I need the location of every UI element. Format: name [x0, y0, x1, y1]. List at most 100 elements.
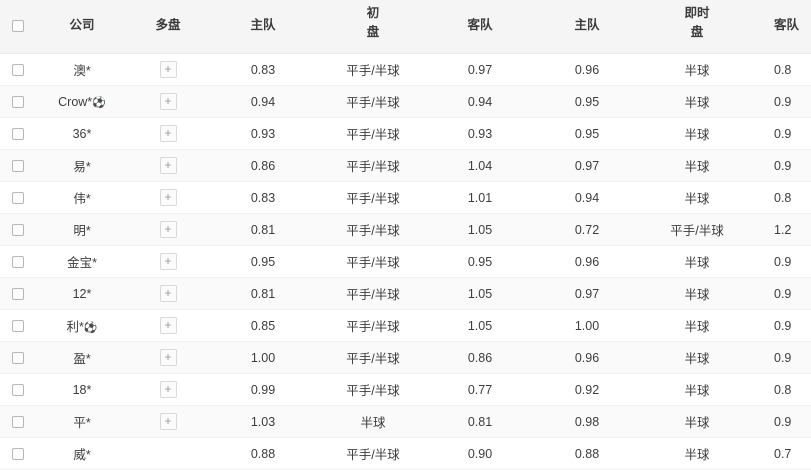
multi-handicap-header[interactable]: 多盘	[128, 0, 208, 54]
initial-home-odds: 1.00	[208, 341, 318, 374]
multi-handicap-cell[interactable]: +	[128, 309, 208, 342]
table-row[interactable]: Crow*⚽ +0.94 平手/半球 0.94 0.95 半球 0.9	[0, 85, 811, 118]
table-row[interactable]: 18* +0.99 平手/半球 0.77 0.92 半球 0.8	[0, 373, 811, 406]
multi-handicap-cell[interactable]: +	[128, 277, 208, 310]
row-select-cell[interactable]	[0, 53, 36, 86]
table-row[interactable]: 易* +0.86 平手/半球 1.04 0.97 半球 0.9	[0, 149, 811, 182]
multi-handicap-cell[interactable]: +	[128, 181, 208, 214]
live-handicap-value: 半球	[642, 405, 752, 438]
table-row[interactable]: 平* +1.03 半球 0.81 0.98 半球 0.9	[0, 405, 811, 438]
row-select-cell[interactable]	[0, 245, 36, 278]
table-row[interactable]: 利*⚽ +0.85 平手/半球 1.05 1.00 半球 0.9	[0, 309, 811, 342]
row-checkbox[interactable]	[12, 224, 24, 237]
expand-plus-icon[interactable]: +	[159, 413, 177, 430]
table-row[interactable]: 盈* +1.00 平手/半球 0.86 0.96 半球 0.9	[0, 341, 811, 374]
select-all-checkbox[interactable]	[12, 20, 24, 33]
row-select-cell[interactable]	[0, 405, 36, 438]
expand-plus-icon[interactable]: +	[159, 221, 177, 238]
multi-handicap-cell[interactable]: +	[128, 405, 208, 438]
table-row[interactable]: 36* +0.93 平手/半球 0.93 0.95 半球 0.9	[0, 117, 811, 150]
multi-handicap-cell[interactable]: +	[128, 341, 208, 374]
expand-plus-icon[interactable]: +	[159, 93, 177, 110]
row-checkbox[interactable]	[12, 64, 24, 77]
row-checkbox[interactable]	[12, 256, 24, 269]
select-all-header[interactable]	[0, 0, 36, 54]
company-cell[interactable]: Crow*⚽	[36, 85, 128, 118]
row-select-cell[interactable]	[0, 437, 36, 470]
multi-handicap-cell[interactable]: +	[128, 85, 208, 118]
multi-handicap-cell[interactable]: +	[128, 213, 208, 246]
expand-plus-icon[interactable]: +	[159, 349, 177, 366]
initial-away-odds: 1.04	[428, 149, 532, 182]
company-cell[interactable]: 平*	[36, 405, 128, 438]
multi-handicap-cell[interactable]: +	[128, 117, 208, 150]
company-cell[interactable]: 伟*	[36, 181, 128, 214]
row-select-cell[interactable]	[0, 213, 36, 246]
row-checkbox[interactable]	[12, 320, 24, 333]
initial-handicap-value: 平手/半球	[318, 85, 428, 118]
expand-plus-icon[interactable]: +	[159, 157, 177, 174]
company-cell[interactable]: 威*	[36, 437, 128, 470]
table-row[interactable]: 伟* +0.83 平手/半球 1.01 0.94 半球 0.8	[0, 181, 811, 214]
multi-handicap-cell[interactable]: +	[128, 245, 208, 278]
live-handicap-header[interactable]: 即时 盘	[642, 0, 752, 54]
company-cell[interactable]: 金宝*	[36, 245, 128, 278]
company-cell[interactable]: 易*	[36, 149, 128, 182]
table-row[interactable]: 澳* +0.83 平手/半球 0.97 0.96 半球 0.8	[0, 53, 811, 86]
expand-plus-icon[interactable]: +	[159, 317, 177, 334]
initial-home-odds: 0.94	[208, 85, 318, 118]
multi-handicap-cell[interactable]: +	[128, 373, 208, 406]
multi-handicap-cell[interactable]: +	[128, 53, 208, 86]
expand-plus-icon[interactable]: +	[159, 125, 177, 142]
row-checkbox[interactable]	[12, 192, 24, 205]
live-handicap-value: 平手/半球	[642, 213, 752, 246]
row-select-cell[interactable]	[0, 181, 36, 214]
row-select-cell[interactable]	[0, 341, 36, 374]
row-checkbox[interactable]	[12, 448, 24, 461]
expand-plus-icon[interactable]: +	[159, 61, 177, 78]
row-checkbox[interactable]	[12, 288, 24, 301]
row-checkbox[interactable]	[12, 96, 24, 109]
table-row[interactable]: 金宝* +0.95 平手/半球 0.95 0.96 半球 0.9	[0, 245, 811, 278]
row-select-cell[interactable]	[0, 309, 36, 342]
initial-home-odds: 0.99	[208, 373, 318, 406]
live-away-header[interactable]: 客队	[752, 0, 811, 54]
row-select-cell[interactable]	[0, 277, 36, 310]
row-checkbox[interactable]	[12, 128, 24, 141]
row-checkbox[interactable]	[12, 352, 24, 365]
row-select-cell[interactable]	[0, 85, 36, 118]
company-name: 平*	[73, 416, 91, 430]
initial-away-header[interactable]: 客队	[428, 0, 532, 54]
company-cell[interactable]: 盈*	[36, 341, 128, 374]
initial-handicap-value: 平手/半球	[318, 117, 428, 150]
expand-plus-icon[interactable]: +	[159, 189, 177, 206]
company-name: 澳*	[73, 64, 91, 78]
company-header[interactable]: 公司	[36, 0, 128, 54]
row-select-cell[interactable]	[0, 373, 36, 406]
row-checkbox[interactable]	[12, 416, 24, 429]
live-home-header[interactable]: 主队	[532, 0, 642, 54]
company-cell[interactable]: 12*	[36, 277, 128, 310]
row-checkbox[interactable]	[12, 160, 24, 173]
company-cell[interactable]: 18*	[36, 373, 128, 406]
company-cell[interactable]: 澳*	[36, 53, 128, 86]
row-select-cell[interactable]	[0, 117, 36, 150]
table-row[interactable]: 12* +0.81 平手/半球 1.05 0.97 半球 0.9	[0, 277, 811, 310]
expand-plus-icon[interactable]: +	[159, 253, 177, 270]
initial-home-header[interactable]: 主队	[208, 0, 318, 54]
row-select-cell[interactable]	[0, 149, 36, 182]
live-away-odds: 0.9	[752, 117, 811, 150]
company-cell[interactable]: 明*	[36, 213, 128, 246]
company-cell[interactable]: 36*	[36, 117, 128, 150]
expand-plus-icon[interactable]: +	[159, 285, 177, 302]
company-cell[interactable]: 利*⚽	[36, 309, 128, 342]
initial-handicap-header[interactable]: 初 盘	[318, 0, 428, 54]
expand-plus-icon[interactable]: +	[159, 381, 177, 398]
table-row[interactable]: 威* 0.88 平手/半球 0.90 0.88 半球 0.7	[0, 437, 811, 470]
live-handicap-value: 半球	[642, 245, 752, 278]
row-checkbox[interactable]	[12, 384, 24, 397]
multi-handicap-cell[interactable]: +	[128, 149, 208, 182]
table-row[interactable]: 明* +0.81 平手/半球 1.05 0.72 平手/半球 1.2	[0, 213, 811, 246]
initial-handicap-value: 平手/半球	[318, 149, 428, 182]
company-name: 12*	[72, 286, 92, 301]
